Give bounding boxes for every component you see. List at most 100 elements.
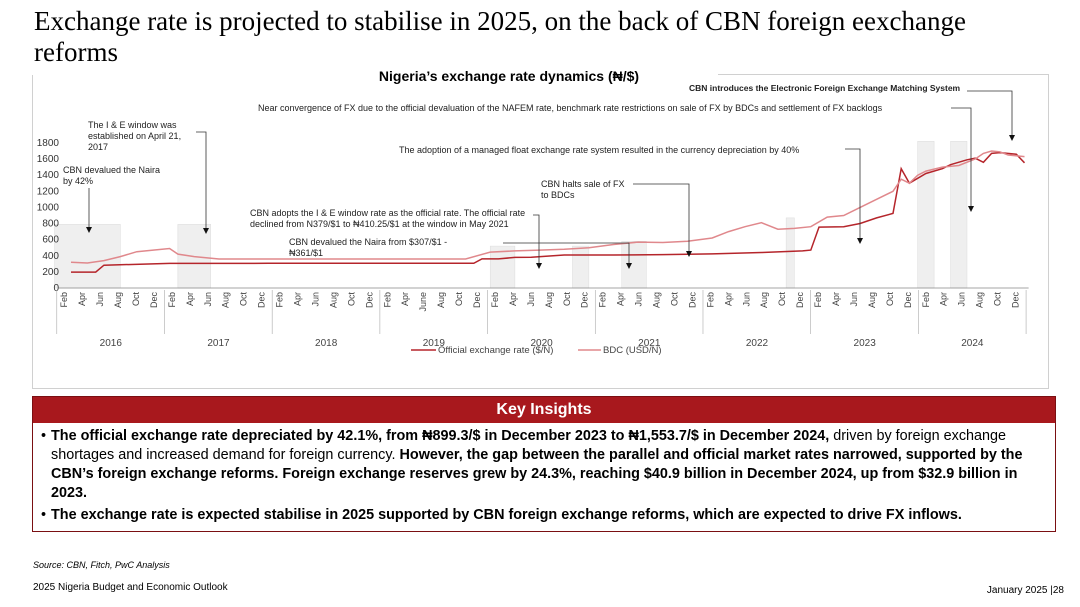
annotation-bdc-halt: CBN halts sale of FX: [541, 179, 625, 189]
arrow-managed-float: [857, 238, 863, 244]
page-title: Exchange rate is projected to stabilise …: [34, 6, 966, 67]
exchange-rate-chart: 0 200 400 600 800 1000 1200 1400 1600 1800 Feb Apr J…: [37, 83, 1029, 356]
x-tick-label: Apr: [185, 292, 195, 306]
y-tick-label: 1800: [37, 138, 60, 149]
chart-title: Nigeria’s exchange rate dynamics (₦/$): [300, 68, 718, 84]
x-tick-label: June: [418, 292, 428, 312]
x-tick-label: Jun: [203, 292, 213, 307]
y-tick-label: 1000: [37, 202, 60, 213]
arrow-bdc-halt: [686, 251, 692, 257]
event-band: [572, 245, 590, 289]
annotation-convergence: Near convergence of FX due to the offici…: [258, 103, 883, 113]
x-tick-label: Aug: [436, 292, 446, 308]
y-tick-label: 1200: [37, 186, 60, 197]
leader-convergence: [951, 107, 972, 210]
leader-ie-window: [196, 131, 207, 232]
x-tick-label: Jun: [957, 292, 967, 307]
x-tick-label: Aug: [759, 292, 769, 308]
x-tick-label: Dec: [580, 292, 590, 309]
y-tick-label: 200: [42, 267, 59, 278]
event-band: [621, 241, 647, 289]
arrow-devaluation-2020: [626, 263, 632, 269]
x-tick-label: Oct: [669, 292, 679, 307]
x-tick-label: Oct: [239, 292, 249, 307]
leader-managed-float: [845, 148, 861, 242]
x-tick-label: Dec: [1011, 292, 1021, 309]
x-tick-label: Feb: [598, 292, 608, 308]
year-label: 2021: [638, 338, 661, 349]
annotation-ie-window: 2017: [88, 142, 108, 152]
year-label: 2024: [961, 338, 984, 349]
insight-normal: driven by foreign exchange shortages and…: [51, 428, 1007, 463]
arrow-2016: [86, 227, 92, 233]
event-band: [917, 141, 935, 289]
y-tick-label: 0: [53, 283, 59, 294]
x-tick-label: Jun: [849, 292, 859, 307]
x-tick-label: Aug: [867, 292, 877, 308]
x-tick-label: Dec: [149, 292, 159, 309]
x-tick-label: Oct: [562, 292, 572, 307]
x-tick-label: Jun: [634, 292, 644, 307]
x-tick-label: Jun: [310, 292, 320, 307]
x-tick-label: Apr: [400, 292, 410, 306]
year-label: 2018: [315, 338, 338, 349]
x-tick-label: Feb: [813, 292, 823, 308]
x-tick-label: Jun: [526, 292, 536, 307]
year-label: 2022: [746, 338, 769, 349]
x-tick-label: Apr: [293, 292, 303, 306]
arrow-convergence: [968, 206, 974, 212]
x-tick-label: Dec: [257, 292, 267, 309]
year-label: 2023: [854, 338, 877, 349]
x-tick-label: Aug: [113, 292, 123, 308]
x-tick-label: Aug: [544, 292, 554, 308]
x-tick-label: Dec: [687, 292, 697, 309]
y-tick-label: 1600: [37, 154, 60, 165]
annotation-ie-window: established on April 21,: [88, 131, 181, 141]
x-tick-label: Oct: [454, 292, 464, 307]
x-tick-label: Feb: [705, 292, 715, 308]
x-tick-label: Feb: [275, 292, 285, 308]
x-tick-label: Apr: [77, 292, 87, 306]
insight-bold: The official exchange rate depreciated b…: [51, 428, 830, 444]
y-tick-label: 400: [42, 251, 59, 262]
series-line-official: [71, 151, 1026, 273]
leader-devaluation-2020: [503, 242, 630, 267]
footer-date-page: January 2025 |28: [986, 585, 1064, 596]
series-line-bdc: [70, 150, 1025, 264]
x-tick-label: Aug: [975, 292, 985, 308]
x-tick-label: Apr: [723, 292, 733, 306]
footer-report-name: 2025 Nigeria Budget and Economic Outlook: [33, 582, 228, 593]
x-tick-label: Oct: [131, 292, 141, 307]
x-tick-label: Oct: [993, 292, 1003, 307]
x-tick-label: Feb: [167, 292, 177, 308]
x-tick-label: Feb: [382, 292, 392, 308]
insight-bullet: • The official exchange rate depreciated…: [41, 427, 1047, 503]
leader-bdc-halt: [633, 183, 690, 255]
key-insights-panel: Key Insights • The official exchange rat…: [32, 396, 1056, 532]
y-tick-label: 1400: [37, 170, 60, 181]
x-tick-label: Dec: [364, 292, 374, 309]
arrow-ie-window: [203, 228, 209, 234]
year-label: 2019: [423, 338, 446, 349]
x-tick-label: Aug: [652, 292, 662, 308]
annotation-managed-float: The adoption of a managed float exchange…: [399, 145, 799, 155]
x-tick-label: Dec: [472, 292, 482, 309]
x-tick-label: Aug: [328, 292, 338, 308]
source-note: Source: CBN, Fitch, PwC Analysis: [33, 560, 170, 570]
annotation-efems: CBN introduces the Electronic Foreign Ex…: [689, 83, 961, 93]
annotation-ie-official: declined from N379/$1 to ₦410.25/$1 at t…: [250, 219, 509, 229]
x-tick-label: Apr: [831, 292, 841, 306]
leader-efems: [967, 90, 1013, 139]
annotation-devaluation-2020: CBN devalued the Naira from $307/$1 -: [289, 237, 447, 247]
year-label: 2016: [100, 338, 123, 349]
year-label: 2020: [530, 338, 553, 349]
legend-label-bdc: BDC (USD/N): [603, 345, 662, 356]
x-tick-label: Feb: [921, 292, 931, 308]
annotation-devaluation-2020: ₦361/$1: [289, 248, 323, 258]
arrow-efems: [1009, 135, 1015, 141]
x-tick-label: Oct: [777, 292, 787, 307]
x-tick-label: Oct: [346, 292, 356, 307]
year-label: 2017: [207, 338, 230, 349]
key-insights-header: Key Insights: [33, 397, 1055, 423]
x-tick-label: Dec: [903, 292, 913, 309]
